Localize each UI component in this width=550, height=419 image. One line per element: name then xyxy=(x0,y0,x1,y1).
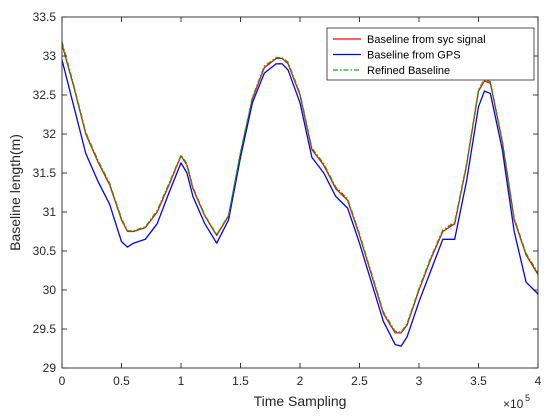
y-tick-label: 29 xyxy=(43,361,57,375)
legend-label-1: Baseline from syc signal xyxy=(367,34,486,46)
y-tick-label: 30.5 xyxy=(33,244,57,258)
y-tick-label: 29.5 xyxy=(33,322,57,336)
x-tick-label: 3.5 xyxy=(470,374,487,388)
x-tick-label: 2 xyxy=(297,374,304,388)
legend-label-3: Refined Baseline xyxy=(367,65,450,77)
x-tick-label: 0.5 xyxy=(113,374,130,388)
y-tick-label: 32 xyxy=(43,127,57,141)
x-tick-label: 3 xyxy=(416,374,423,388)
x-tick-label: 4 xyxy=(535,374,542,388)
y-tick-label: 32.5 xyxy=(33,88,57,102)
x-tick-label: 2.5 xyxy=(351,374,368,388)
y-tick-label: 31 xyxy=(43,205,57,219)
x-tick-label: 1.5 xyxy=(232,374,249,388)
y-tick-label: 33 xyxy=(43,49,57,63)
x-tick-label: 1 xyxy=(178,374,185,388)
x-axis-label: Time Sampling xyxy=(254,393,347,409)
x-exponent-power: 5 xyxy=(525,393,530,403)
y-tick-label: 31.5 xyxy=(33,166,57,180)
x-exponent: ×10 5 xyxy=(503,393,530,411)
y-axis-label: Baseline length(m) xyxy=(7,134,23,251)
y-tick-label: 33.5 xyxy=(33,10,57,24)
legend: Baseline from syc signal Baseline from GP… xyxy=(326,27,535,81)
ticks-layer: 0 0.5 1 1.5 2 2.5 3 3.5 42929.53030.53131.53232.… xyxy=(33,10,542,388)
series-layer xyxy=(61,41,539,347)
x-exponent-base: ×10 xyxy=(503,397,524,411)
legend-label-2: Baseline from GPS xyxy=(367,50,461,62)
series-line-3 xyxy=(61,41,539,333)
x-tick-label: 0 xyxy=(59,374,66,388)
y-tick-label: 30 xyxy=(43,283,57,297)
legend-box xyxy=(326,27,535,81)
series-line-2 xyxy=(61,59,539,347)
legend-entries: Baseline from syc signal Baseline from GP… xyxy=(333,34,486,77)
